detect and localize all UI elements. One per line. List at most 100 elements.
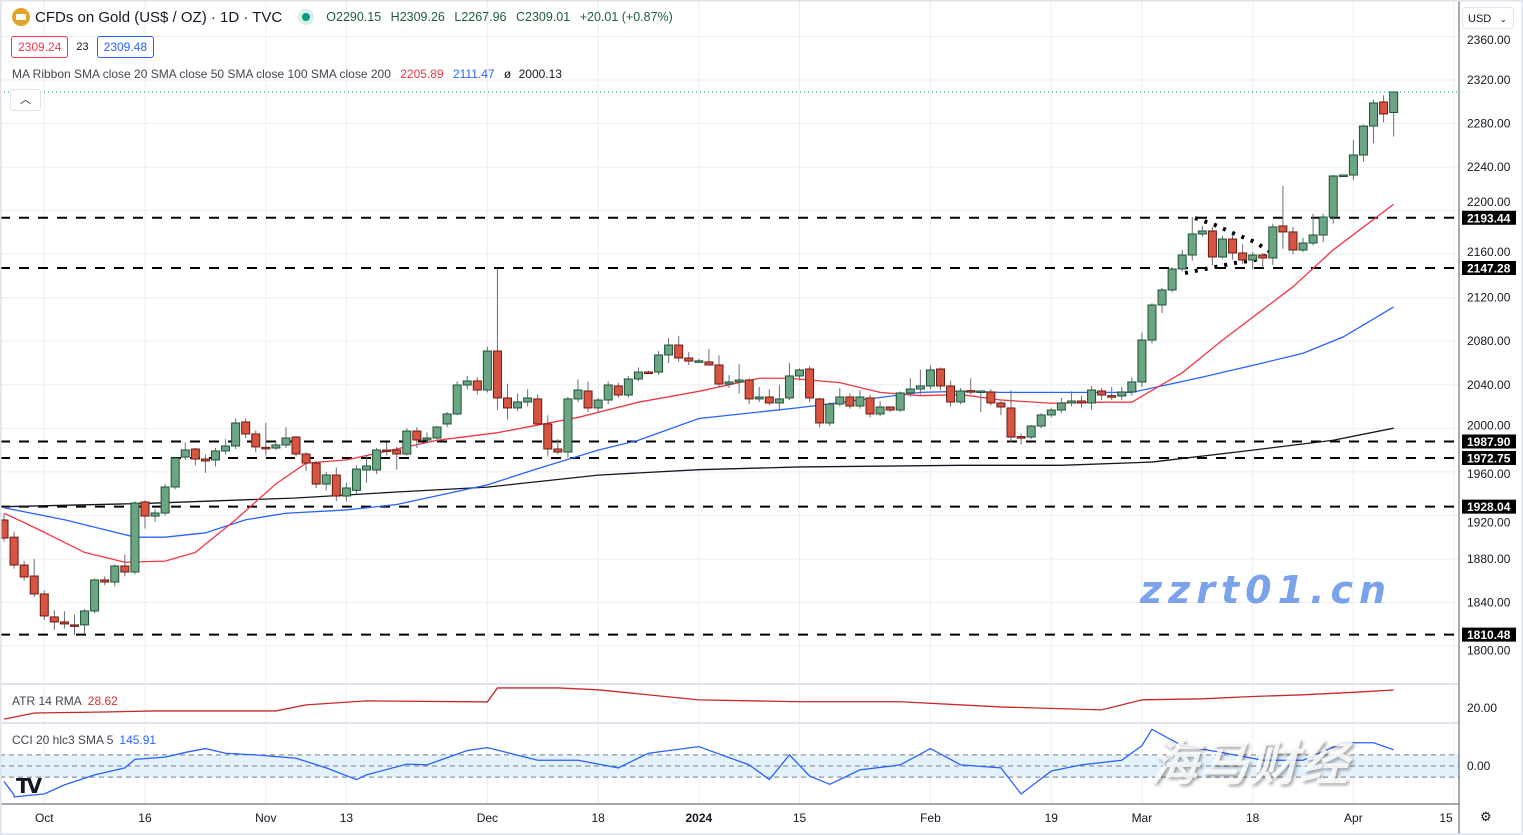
candle-up [170, 457, 180, 488]
candle-down [291, 436, 301, 455]
sma100-prefix: ø [503, 67, 512, 81]
candle-up [664, 344, 674, 356]
price-tick-label: 2080.00 [1467, 334, 1511, 348]
candle-down [412, 430, 422, 441]
candle-up [1318, 216, 1328, 236]
candle-down [1288, 231, 1298, 251]
candle-down [140, 501, 150, 517]
candle-down [805, 368, 815, 399]
candle-up [462, 380, 472, 386]
trade-prices: 2309.24 23 2309.48 [11, 36, 155, 58]
level-tag [1462, 450, 1516, 465]
candle-up [362, 465, 372, 471]
buy-button[interactable]: 2309.48 [96, 36, 155, 58]
candle-down [845, 396, 855, 407]
candle-up [372, 449, 382, 471]
candle-down [1097, 390, 1107, 396]
candle-down [49, 616, 59, 623]
level-tag-label: 1928.04 [1467, 500, 1511, 514]
currency-selector[interactable]: USD ⌄ [1462, 7, 1514, 29]
candle-up [160, 486, 170, 514]
candle-down [533, 398, 543, 425]
candle-up [281, 437, 291, 446]
chevron-down-icon: ⌄ [1499, 14, 1507, 24]
symbol-title[interactable]: CFDs on Gold (US$ / OZ) · 1D · TVC [35, 8, 283, 26]
atr-legend[interactable]: ATR 14 RMA 28.62 [12, 694, 118, 708]
time-tick-label: 19 [1045, 811, 1059, 825]
cci-pane [0, 728, 1459, 798]
candle-down [583, 390, 593, 409]
candle-up [1117, 391, 1127, 397]
candle-down [714, 364, 724, 385]
candle-up [1348, 154, 1358, 176]
ma-ribbon-label: MA Ribbon SMA close 20 SMA close 50 SMA … [12, 67, 391, 81]
candle-down [19, 564, 29, 578]
atr-label: ATR 14 RMA [12, 694, 82, 708]
candle-up [774, 398, 784, 404]
settings-icon[interactable]: ⚙ [1480, 809, 1492, 824]
candle-up [1268, 226, 1278, 259]
price-tick-label: 2040.00 [1467, 378, 1511, 392]
candle-up [1389, 91, 1399, 113]
time-tick-label: Feb [920, 811, 941, 825]
open-value: O2290.15 [326, 10, 382, 24]
candle-down [59, 621, 69, 625]
level-tag [1462, 261, 1516, 276]
candle-down [392, 449, 402, 455]
cci-value: 145.91 [119, 733, 157, 747]
candle-up [905, 388, 915, 394]
close-value: C2309.01 [516, 10, 571, 24]
candle-down [674, 344, 684, 359]
cci-legend[interactable]: CCI 20 hlc3 SMA 5 145.91 [12, 733, 156, 747]
candle-up [1137, 339, 1147, 383]
time-tick-label: Mar [1132, 811, 1153, 825]
candle-down [503, 397, 512, 409]
candle-up [915, 385, 925, 390]
candle-up [925, 369, 935, 387]
cci-line [3, 728, 1394, 798]
candle-up [351, 468, 361, 491]
candle-down [1278, 225, 1288, 233]
candle-up [402, 430, 412, 455]
candle-down [986, 391, 996, 404]
collapse-legend-button[interactable]: ︿ [10, 89, 41, 111]
candle-down [764, 396, 774, 404]
candle-down [1207, 230, 1217, 258]
candle-up [1046, 409, 1056, 416]
candle-down [613, 385, 623, 396]
candle-up [221, 445, 231, 452]
candle-down [684, 357, 694, 362]
sma50-line [3, 306, 1394, 538]
candle-down [1258, 254, 1268, 259]
candle-down [331, 474, 341, 497]
level-tag [1462, 499, 1516, 514]
gold-icon [12, 8, 30, 26]
candle-up [452, 384, 462, 415]
candle-up [875, 406, 885, 415]
candle-down [936, 368, 946, 387]
candle-up [1036, 414, 1046, 427]
candle-down [261, 446, 271, 450]
candle-down [311, 462, 321, 485]
watermark-url: zzrt01.cn [1140, 568, 1393, 612]
sell-button[interactable]: 2309.24 [11, 36, 69, 58]
time-tick-label: 15 [1439, 811, 1453, 825]
candle-up [1087, 389, 1097, 404]
candle-up [1248, 254, 1258, 261]
pattern-lower-line [1184, 253, 1268, 275]
change-value: +20.01 (+0.87%) [579, 10, 673, 24]
candle-up [1056, 402, 1066, 411]
ma-ribbon-legend[interactable]: MA Ribbon SMA close 20 SMA close 50 SMA … [12, 67, 562, 81]
time-tick-label: 13 [340, 811, 354, 825]
price-tick-label: 1880.00 [1467, 552, 1511, 566]
candle-up [1187, 233, 1197, 256]
time-tick-label: Nov [255, 811, 276, 825]
price-tick-label: 2320.00 [1467, 73, 1511, 87]
time-tick-label: 18 [1246, 811, 1260, 825]
candle-down [815, 398, 825, 424]
tradingview-logo[interactable]: TV [16, 774, 42, 798]
time-tick-label: Oct [35, 811, 54, 825]
candle-down [865, 397, 875, 415]
